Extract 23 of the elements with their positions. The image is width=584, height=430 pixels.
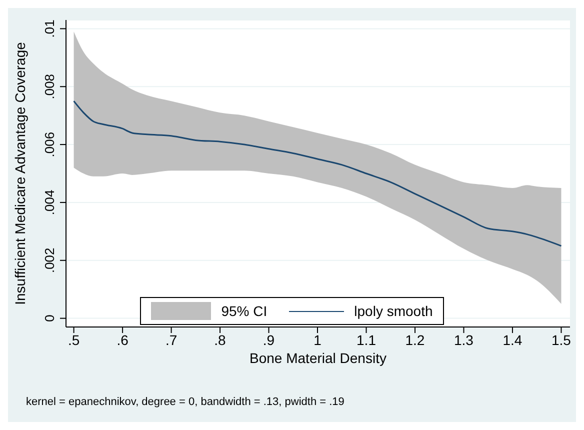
y-tick-label: .01 [42, 20, 57, 38]
x-tick-label: .8 [214, 332, 226, 348]
y-tick-label: .002 [42, 248, 57, 274]
y-tick-label: .006 [42, 132, 57, 158]
x-tick-label: .6 [116, 332, 129, 348]
y-tick-label: .004 [42, 190, 57, 216]
x-tick-label: .5 [68, 332, 80, 348]
y-axis-title: Insufficient Medicare Advantage Coverage [12, 42, 28, 305]
x-tick-label: 1.3 [454, 332, 474, 348]
x-tick-label: .7 [165, 332, 178, 348]
x-axis-title: Bone Material Density [250, 350, 386, 366]
legend-label: lpoly smooth [354, 303, 433, 319]
x-tick-label: 1.5 [551, 332, 572, 348]
x-tick-label: .9 [262, 332, 275, 348]
y-tick-label: 0 [42, 314, 57, 322]
line-series [73, 100, 562, 247]
x-tick-label: 1.1 [356, 332, 376, 348]
x-tick-label: 1.4 [502, 332, 522, 348]
x-tick-label: 1 [314, 332, 322, 348]
x-tick-label: 1.2 [405, 332, 425, 348]
legend-label: 95% CI [221, 303, 268, 319]
text: kernel = epanechnikov, degree = 0, bandwidth = .13, pwidth = .19 [26, 396, 344, 408]
y-tick-label: .008 [42, 74, 57, 100]
